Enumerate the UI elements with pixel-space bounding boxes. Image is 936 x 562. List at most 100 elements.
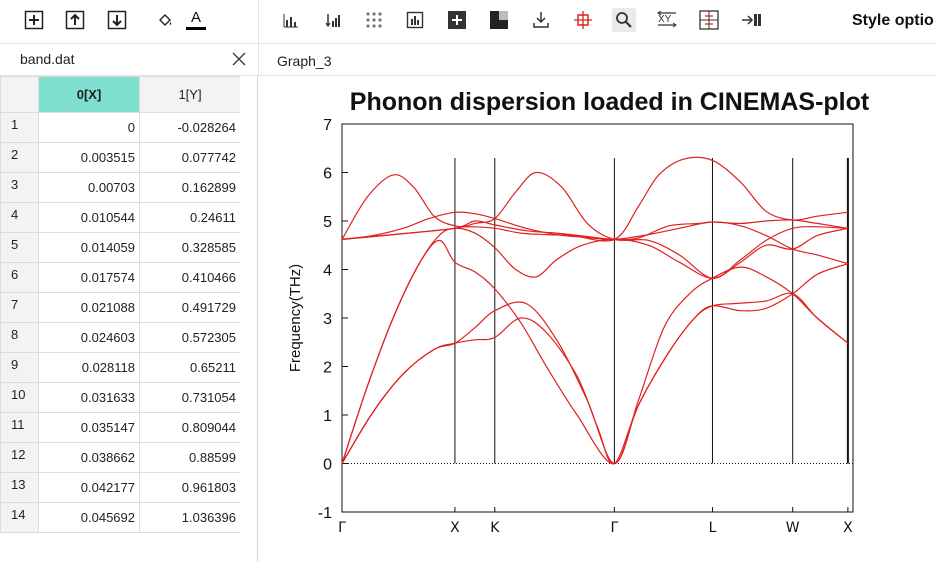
font-color-letter: A — [190, 9, 201, 26]
row-number[interactable]: 5 — [0, 232, 39, 263]
table-row[interactable]: 8 0.024603 0.572305 — [0, 322, 241, 353]
x-tick-label: W — [786, 520, 800, 536]
x-tick-label: Γ — [338, 520, 346, 536]
bar-chart-icon[interactable] — [403, 8, 427, 32]
close-icon[interactable] — [230, 50, 248, 68]
row-number[interactable]: 10 — [0, 382, 39, 413]
style-options-button[interactable]: Style optio — [852, 12, 934, 29]
plot-canvas[interactable]: Phonon dispersion loaded in CINEMAS-plot… — [258, 76, 936, 562]
sort-bars-icon[interactable] — [321, 8, 345, 32]
cell-y[interactable]: 0.809044 — [139, 412, 241, 443]
y-tick-label: 7 — [323, 117, 332, 134]
zoom-icon[interactable] — [612, 8, 636, 32]
table-row[interactable]: 4 0.010544 0.24611 — [0, 202, 241, 233]
add-row-icon[interactable] — [22, 8, 46, 32]
swap-xy-icon[interactable]: XY — [655, 8, 679, 32]
graph-tab[interactable]: Graph_3 — [258, 44, 936, 76]
row-number[interactable]: 1 — [0, 112, 39, 143]
row-number[interactable]: 9 — [0, 352, 39, 383]
export-icon[interactable] — [740, 8, 764, 32]
row-number[interactable]: 3 — [0, 172, 39, 203]
cell-y[interactable]: 0.572305 — [139, 322, 241, 353]
row-number[interactable]: 13 — [0, 472, 39, 503]
cell-y[interactable]: 0.077742 — [139, 142, 241, 173]
cell-y[interactable]: 0.162899 — [139, 172, 241, 203]
phonon-band-line — [341, 239, 849, 465]
font-color-icon[interactable]: A — [184, 8, 208, 32]
grid-toggle-icon[interactable] — [697, 8, 721, 32]
cell-x[interactable]: 0.017574 — [38, 262, 140, 293]
cell-y[interactable]: 0.328585 — [139, 232, 241, 263]
row-number[interactable]: 6 — [0, 262, 39, 293]
cell-x[interactable]: 0.003515 — [38, 142, 140, 173]
cell-x[interactable]: 0.010544 — [38, 202, 140, 233]
column-header-x[interactable]: 0[X] — [38, 76, 140, 113]
cell-x[interactable]: 0.038662 — [38, 442, 140, 473]
cell-x[interactable]: 0.024603 — [38, 322, 140, 353]
row-number[interactable]: 4 — [0, 202, 39, 233]
x-tick-label: Γ — [610, 520, 618, 536]
phonon-band-line — [341, 292, 849, 465]
svg-text:XY: XY — [658, 14, 672, 25]
cell-y[interactable]: 0.410466 — [139, 262, 241, 293]
table-row[interactable]: 9 0.028118 0.65211 — [0, 352, 241, 383]
phonon-band-line — [341, 219, 848, 241]
y-tick-label: 6 — [323, 166, 332, 183]
table-row[interactable]: 7 0.021088 0.491729 — [0, 292, 241, 323]
cell-x[interactable]: 0.031633 — [38, 382, 140, 413]
row-number[interactable]: 7 — [0, 292, 39, 323]
worksheet-tab[interactable]: band.dat — [0, 44, 258, 76]
table-row[interactable]: 6 0.017574 0.410466 — [0, 262, 241, 293]
cell-x[interactable]: 0.014059 — [38, 232, 140, 263]
cell-y[interactable]: 1.036396 — [139, 502, 241, 533]
y-axis-label: Frequency(THz) — [287, 264, 304, 372]
cell-y[interactable]: 0.731054 — [139, 382, 241, 413]
phonon-band-line — [341, 171, 848, 279]
table-row[interactable]: 11 0.035147 0.809044 — [0, 412, 241, 443]
layout-icon[interactable] — [487, 8, 511, 32]
column-header-y[interactable]: 1[Y] — [139, 76, 241, 113]
cell-x[interactable]: 0.00703 — [38, 172, 140, 203]
x-tick-label: L — [709, 520, 717, 536]
cell-y[interactable]: 0.88599 — [139, 442, 241, 473]
row-number[interactable]: 2 — [0, 142, 39, 173]
table-row[interactable]: 1 0 -0.028264 — [0, 112, 241, 143]
fill-color-icon[interactable] — [153, 8, 177, 32]
add-plot-icon[interactable] — [445, 8, 469, 32]
phonon-chart[interactable]: Phonon dispersion loaded in CINEMAS-plot… — [258, 76, 936, 562]
row-number[interactable]: 8 — [0, 322, 39, 353]
cell-x[interactable]: 0.035147 — [38, 412, 140, 443]
x-tick-label: X — [843, 520, 853, 536]
cell-y[interactable]: -0.028264 — [139, 112, 241, 143]
table-row[interactable]: 14 0.045692 1.036396 — [0, 502, 241, 533]
graph-toolbar: XY Style optio — [258, 0, 936, 44]
cell-y[interactable]: 0.65211 — [139, 352, 241, 383]
cell-y[interactable]: 0.961803 — [139, 472, 241, 503]
histogram-icon[interactable] — [279, 8, 303, 32]
cell-y[interactable]: 0.24611 — [139, 202, 241, 233]
import-icon[interactable] — [529, 8, 553, 32]
cell-y[interactable]: 0.491729 — [139, 292, 241, 323]
table-row[interactable]: 5 0.014059 0.328585 — [0, 232, 241, 263]
corner-cell[interactable] — [0, 76, 39, 113]
font-color-bar — [186, 27, 206, 30]
table-row[interactable]: 2 0.003515 0.077742 — [0, 142, 241, 173]
cell-x[interactable]: 0 — [38, 112, 140, 143]
dot-grid-icon[interactable] — [362, 8, 386, 32]
insert-below-icon[interactable] — [105, 8, 129, 32]
cell-x[interactable]: 0.042177 — [38, 472, 140, 503]
table-row[interactable]: 3 0.00703 0.162899 — [0, 172, 241, 203]
table-row[interactable]: 12 0.038662 0.88599 — [0, 442, 241, 473]
row-number[interactable]: 12 — [0, 442, 39, 473]
cell-x[interactable]: 0.045692 — [38, 502, 140, 533]
phonon-band-line — [341, 156, 848, 242]
table-row[interactable]: 10 0.031633 0.731054 — [0, 382, 241, 413]
row-number[interactable]: 14 — [0, 502, 39, 533]
cell-x[interactable]: 0.021088 — [38, 292, 140, 323]
insert-above-icon[interactable] — [63, 8, 87, 32]
crosshair-icon[interactable] — [571, 8, 595, 32]
cell-x[interactable]: 0.028118 — [38, 352, 140, 383]
y-tick-label: 4 — [323, 263, 332, 280]
table-row[interactable]: 13 0.042177 0.961803 — [0, 472, 241, 503]
row-number[interactable]: 11 — [0, 412, 39, 443]
